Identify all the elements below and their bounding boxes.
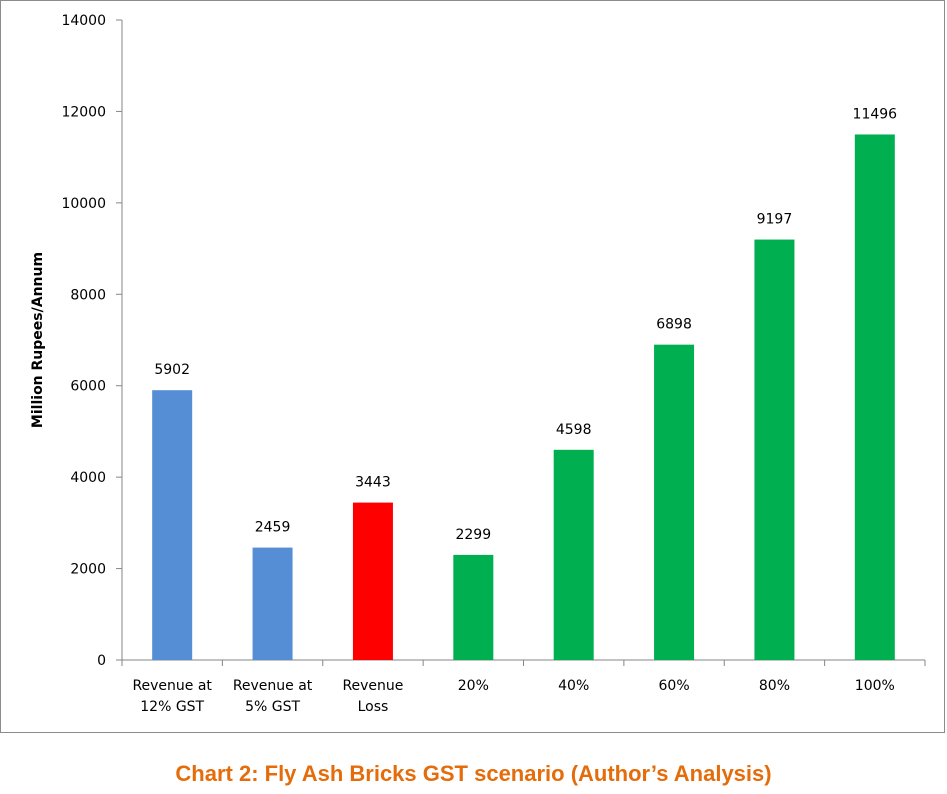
- bars: [152, 134, 895, 660]
- chart-caption: Chart 2: Fly Ash Bricks GST scenario (Au…: [175, 761, 772, 786]
- bar-chart: 0 2000 4000 6000 8000 10000 12000 14000 5902 245…: [30, 13, 926, 715]
- y-tick-label: 4000: [70, 470, 106, 486]
- data-label: 5902: [154, 362, 190, 378]
- data-label: 9197: [757, 212, 793, 228]
- data-label: 3443: [355, 475, 391, 491]
- bar: [152, 390, 193, 660]
- bar: [654, 344, 695, 660]
- bar: [754, 239, 795, 660]
- category-label: 100%: [855, 678, 895, 694]
- category-label: Revenue at 12% GST: [132, 678, 212, 715]
- data-labels: 5902 2459 3443 2299 4598 6898 9197 11496: [154, 106, 897, 542]
- data-label: 4598: [556, 422, 592, 438]
- data-label: 11496: [853, 106, 898, 122]
- y-tick-label: 10000: [61, 196, 106, 212]
- category-labels: Revenue at 12% GST Revenue at 5% GST Revenue…: [132, 678, 894, 715]
- data-label: 2299: [455, 527, 491, 543]
- bar: [252, 547, 293, 660]
- category-label: 20%: [458, 678, 489, 694]
- category-label: 40%: [558, 678, 589, 694]
- x-axis: [121, 659, 926, 666]
- bar: [352, 502, 393, 660]
- y-tick-label: 12000: [61, 104, 106, 120]
- y-tick-label: 8000: [70, 287, 106, 303]
- y-axis: 0 2000 4000 6000 8000 10000 12000 14000: [61, 13, 123, 669]
- data-label: 6898: [656, 317, 692, 333]
- y-axis-title: Million Rupees/Annum: [30, 252, 46, 428]
- category-label: Revenue at 5% GST: [233, 678, 313, 715]
- y-tick-label: 0: [97, 653, 106, 669]
- category-label: 60%: [659, 678, 690, 694]
- bar: [854, 134, 895, 660]
- data-label: 2459: [255, 520, 291, 536]
- category-label: Revenue Loss: [342, 678, 403, 715]
- bar: [553, 449, 594, 660]
- bar: [453, 554, 494, 660]
- y-tick-label: 6000: [70, 379, 106, 395]
- y-tick-label: 14000: [61, 13, 106, 29]
- category-label: 80%: [759, 678, 790, 694]
- y-tick-label: 2000: [70, 562, 106, 578]
